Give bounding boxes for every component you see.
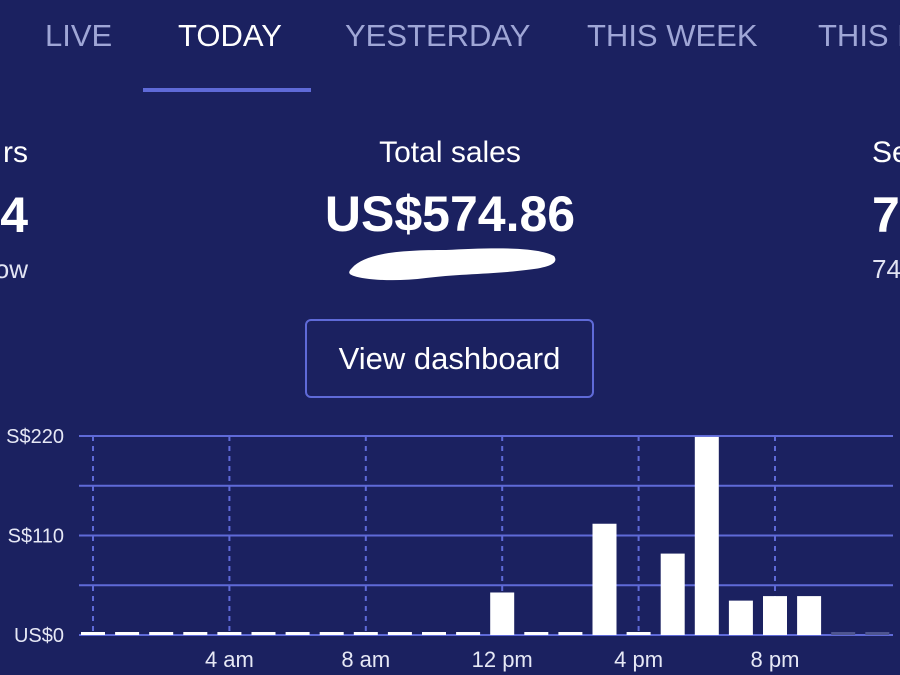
stat-visitors-label: rs bbox=[3, 136, 28, 169]
bar-9-pm[interactable] bbox=[797, 596, 822, 635]
x-tick-label: 4 am bbox=[205, 647, 254, 672]
stat-sessions-value-wrap: 7 bbox=[872, 186, 900, 244]
bar-12-pm[interactable] bbox=[490, 592, 515, 635]
y-tick-label: S$220 bbox=[6, 426, 64, 448]
stat-visitors-value-wrap: 4 bbox=[0, 186, 28, 244]
tab-live[interactable]: LIVE bbox=[45, 18, 113, 53]
stat-visitors[interactable]: rs bbox=[0, 136, 28, 170]
bar-7-pm[interactable] bbox=[728, 600, 753, 635]
bar-9-am[interactable] bbox=[387, 632, 412, 635]
tab-this-month[interactable]: THIS M bbox=[818, 18, 900, 53]
stat-total-sales-label: Total sales bbox=[379, 136, 521, 169]
stat-visitors-sub: ow bbox=[0, 254, 28, 284]
stat-visitors-value: 4 bbox=[0, 187, 28, 243]
x-tick-label: 12 pm bbox=[472, 647, 533, 672]
bar-1-am[interactable] bbox=[115, 632, 140, 635]
bar-2-pm[interactable] bbox=[558, 632, 583, 635]
tab-yesterday[interactable]: YESTERDAY bbox=[345, 18, 531, 53]
x-tick-label: 8 am bbox=[341, 647, 390, 672]
bar-2-am[interactable] bbox=[149, 632, 174, 635]
tab-this-week[interactable]: THIS WEEK bbox=[587, 18, 758, 53]
stat-sessions-label: Se bbox=[872, 136, 900, 169]
stat-total-sales-value-wrap: US$574.86 bbox=[250, 185, 650, 243]
x-tick-label: 8 pm bbox=[751, 647, 800, 672]
period-tabs: LIVE TODAY YESTERDAY THIS WEEK THIS M bbox=[0, 0, 900, 92]
bar-4-pm[interactable] bbox=[626, 632, 651, 635]
chart-x-axis: 4 am 8 am 12 pm 4 pm 8 pm bbox=[205, 647, 800, 672]
chart-grid bbox=[79, 435, 893, 636]
stat-sessions-sub: 74 bbox=[872, 254, 900, 284]
bar-7-am[interactable] bbox=[319, 632, 344, 635]
view-dashboard-button[interactable]: View dashboard bbox=[305, 319, 594, 398]
bar-11-pm[interactable] bbox=[865, 632, 890, 635]
bar-5-pm[interactable] bbox=[660, 553, 685, 635]
redaction-mark bbox=[349, 248, 556, 281]
bar-5-am[interactable] bbox=[251, 632, 276, 635]
active-tab-indicator bbox=[143, 88, 311, 92]
hourly-sales-chart: S$220 S$110 US$0 4 am 8 am 12 pm 4 pm 8 pm bbox=[6, 426, 893, 672]
bar-3-am[interactable] bbox=[183, 632, 208, 635]
bar-12-am[interactable] bbox=[81, 632, 105, 635]
bar-11-am[interactable] bbox=[456, 632, 481, 635]
stat-sessions[interactable]: Se bbox=[872, 136, 900, 170]
bar-8-pm[interactable] bbox=[763, 596, 787, 635]
stat-total-sales[interactable]: Total sales bbox=[250, 136, 650, 170]
stat-visitors-sub-wrap: ow bbox=[0, 254, 28, 285]
bar-6-am[interactable] bbox=[285, 632, 310, 635]
bar-6-pm[interactable] bbox=[694, 436, 719, 635]
y-tick-label: S$110 bbox=[8, 526, 64, 548]
bar-10-am[interactable] bbox=[422, 632, 446, 635]
bar-1-pm[interactable] bbox=[524, 632, 549, 635]
bar-4-am[interactable] bbox=[217, 632, 242, 635]
bar-8-am[interactable] bbox=[353, 632, 378, 635]
chart-bars bbox=[81, 436, 890, 635]
tab-today[interactable]: TODAY bbox=[178, 18, 282, 53]
y-tick-label: US$0 bbox=[14, 625, 64, 647]
stat-sessions-sub-wrap: 74 bbox=[872, 254, 900, 285]
bar-3-pm[interactable] bbox=[592, 523, 617, 635]
chart-y-axis: S$220 S$110 US$0 bbox=[6, 426, 64, 647]
bar-10-pm[interactable] bbox=[831, 632, 856, 635]
x-tick-label: 4 pm bbox=[614, 647, 663, 672]
stat-total-sales-value: US$574.86 bbox=[324, 186, 576, 242]
stat-sessions-value: 7 bbox=[872, 187, 900, 243]
